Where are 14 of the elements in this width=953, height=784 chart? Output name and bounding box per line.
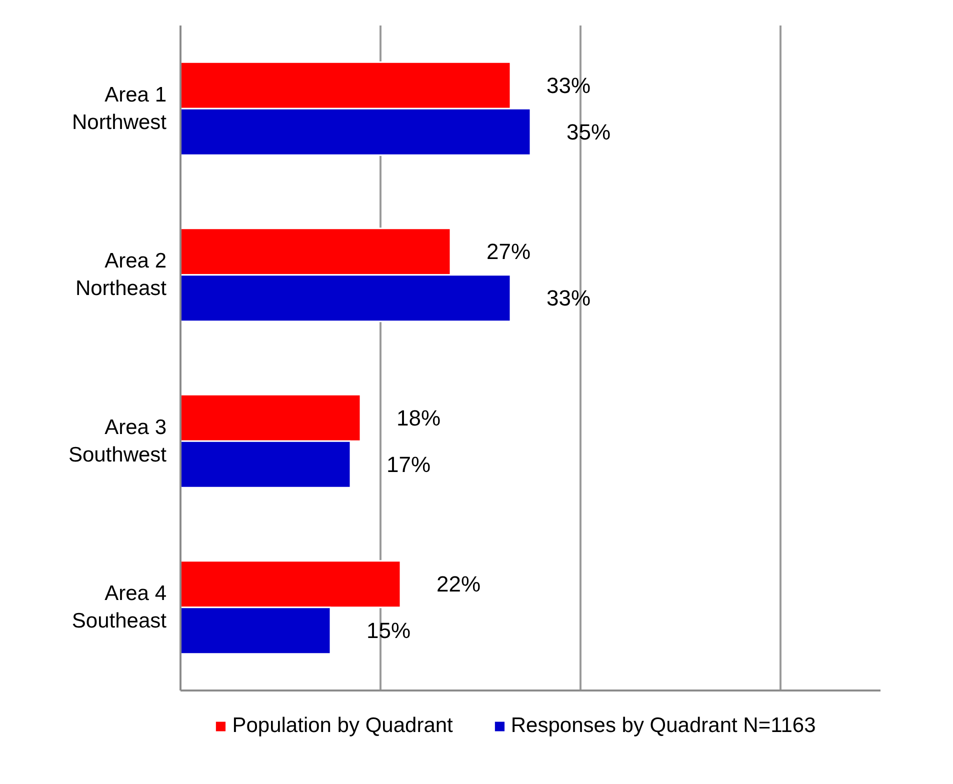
data-label: 18% xyxy=(396,405,441,430)
data-label: 35% xyxy=(566,119,611,144)
data-label: 33% xyxy=(546,72,591,98)
data-label: 27% xyxy=(486,239,531,264)
data-label: 15% xyxy=(366,618,411,644)
legend-label: Responses by Quadrant N=1163 xyxy=(510,714,816,738)
data-label: 22% xyxy=(436,572,481,597)
data-label: 33% xyxy=(546,286,591,311)
legend-label: Population by Quadrant xyxy=(232,714,453,738)
y-tick-label: Area 2 Northeast xyxy=(75,250,167,300)
y-tick-label: Area 3 Southwest xyxy=(68,416,167,466)
data-label: 17% xyxy=(386,452,431,477)
y-tick-label: Area 1 Northwest xyxy=(72,83,167,134)
y-tick-label: Area 4 Southeast xyxy=(72,582,167,633)
